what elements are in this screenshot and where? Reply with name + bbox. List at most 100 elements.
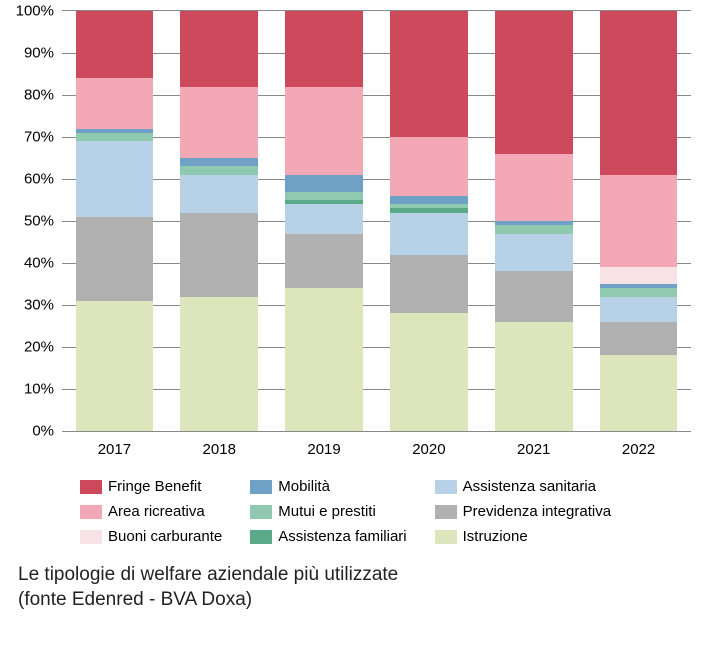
y-tick-label: 80% — [24, 87, 62, 104]
x-tick-label: 2019 — [307, 441, 340, 458]
bar-segment-area-ricreativa — [390, 137, 468, 196]
x-tick-label: 2017 — [98, 441, 131, 458]
legend-swatch — [250, 480, 272, 494]
legend-swatch — [435, 480, 457, 494]
legend-label: Mobilità — [278, 478, 330, 495]
bar-segment-previdenza-integrativa — [285, 234, 363, 289]
legend-swatch — [250, 505, 272, 519]
y-tick-label: 60% — [24, 171, 62, 188]
legend-label: Area ricreativa — [108, 503, 205, 520]
bar-segment-area-ricreativa — [180, 87, 258, 158]
bar-segment-fringe-benefit — [76, 11, 154, 78]
legend-label: Istruzione — [463, 528, 528, 545]
y-tick-label: 10% — [24, 381, 62, 398]
bar-segment-fringe-benefit — [180, 11, 258, 87]
bar-segment-mutui-prestiti — [76, 133, 154, 141]
bar-segment-assistenza-sanitaria — [495, 234, 573, 272]
legend-swatch — [250, 530, 272, 544]
legend-label: Mutui e prestiti — [278, 503, 376, 520]
bar-segment-previdenza-integrativa — [495, 271, 573, 321]
bar-slot: 2020 — [376, 11, 481, 431]
x-tick-label: 2020 — [412, 441, 445, 458]
legend-item-area-ricreativa: Area ricreativa — [80, 503, 222, 520]
bar-segment-previdenza-integrativa — [180, 213, 258, 297]
caption-subtitle: (fonte Edenred - BVA Doxa) — [18, 588, 691, 613]
legend-item-assistenza-familiari: Assistenza familiari — [250, 528, 406, 545]
y-tick-label: 100% — [16, 3, 62, 20]
bar-slot: 2019 — [272, 11, 377, 431]
bar-segment-assistenza-sanitaria — [76, 141, 154, 217]
y-tick-label: 70% — [24, 129, 62, 146]
bar-segment-mobilita — [390, 196, 468, 204]
bar-slot: 2017 — [62, 11, 167, 431]
legend-item-mutui-prestiti: Mutui e prestiti — [250, 503, 406, 520]
bar-segment-istruzione — [180, 297, 258, 431]
bar-slot: 2022 — [586, 11, 691, 431]
legend-item-previdenza-integrativa: Previdenza integrativa — [435, 503, 611, 520]
bar-segment-istruzione — [285, 288, 363, 431]
y-tick-label: 40% — [24, 255, 62, 272]
y-tick-label: 90% — [24, 45, 62, 62]
bar-segment-assistenza-sanitaria — [285, 204, 363, 233]
y-tick-label: 50% — [24, 213, 62, 230]
bar-slot: 2021 — [481, 11, 586, 431]
bar — [76, 11, 154, 431]
legend: Fringe Benefit Mobilità Assistenza sanitar… — [80, 478, 691, 545]
legend-swatch — [80, 530, 102, 544]
legend-label: Buoni carburante — [108, 528, 222, 545]
y-tick-label: 20% — [24, 339, 62, 356]
bar-segment-istruzione — [390, 313, 468, 431]
bar-segment-buoni-carburante — [600, 267, 678, 284]
legend-item-istruzione: Istruzione — [435, 528, 611, 545]
chart-container: 0%10%20%30%40%50%60%70%80%90%100%2017201… — [0, 0, 719, 612]
legend-swatch — [435, 530, 457, 544]
bar-segment-istruzione — [76, 301, 154, 431]
bar-segment-assistenza-sanitaria — [390, 213, 468, 255]
bar-segment-assistenza-sanitaria — [600, 297, 678, 322]
bar-segment-istruzione — [495, 322, 573, 431]
bar-segment-istruzione — [600, 355, 678, 431]
bar-segment-fringe-benefit — [495, 11, 573, 154]
bar-segment-mutui-prestiti — [495, 225, 573, 233]
x-tick-label: 2018 — [203, 441, 236, 458]
legend-item-assistenza-sanitaria: Assistenza sanitaria — [435, 478, 611, 495]
legend-label: Assistenza familiari — [278, 528, 406, 545]
bar-segment-assistenza-sanitaria — [180, 175, 258, 213]
legend-swatch — [80, 480, 102, 494]
bar — [600, 11, 678, 431]
caption: Le tipologie di welfare aziendale più ut… — [18, 563, 691, 612]
bar — [495, 11, 573, 431]
legend-item-mobilita: Mobilità — [250, 478, 406, 495]
bar-segment-mobilita — [285, 175, 363, 192]
legend-item-fringe-benefit: Fringe Benefit — [80, 478, 222, 495]
bar-segment-mutui-prestiti — [180, 166, 258, 174]
legend-swatch — [80, 505, 102, 519]
bar — [390, 11, 468, 431]
bar-segment-fringe-benefit — [390, 11, 468, 137]
bar-segment-previdenza-integrativa — [600, 322, 678, 356]
legend-label: Previdenza integrativa — [463, 503, 611, 520]
bar-segment-area-ricreativa — [76, 78, 154, 128]
bar-segment-previdenza-integrativa — [390, 255, 468, 314]
legend-item-buoni-carburante: Buoni carburante — [80, 528, 222, 545]
x-tick-label: 2021 — [517, 441, 550, 458]
bar-segment-fringe-benefit — [600, 11, 678, 175]
bar-segment-area-ricreativa — [285, 87, 363, 175]
legend-label: Assistenza sanitaria — [463, 478, 596, 495]
caption-title: Le tipologie di welfare aziendale più ut… — [18, 563, 691, 588]
x-tick-label: 2022 — [622, 441, 655, 458]
legend-label: Fringe Benefit — [108, 478, 201, 495]
bar-segment-area-ricreativa — [600, 175, 678, 267]
bar — [180, 11, 258, 431]
bar-segment-mobilita — [180, 158, 258, 166]
bar-segment-area-ricreativa — [495, 154, 573, 221]
y-tick-label: 30% — [24, 297, 62, 314]
bar-segment-fringe-benefit — [285, 11, 363, 87]
plot-area: 0%10%20%30%40%50%60%70%80%90%100%2017201… — [62, 10, 691, 432]
bars: 201720182019202020212022 — [62, 11, 691, 431]
bar — [285, 11, 363, 431]
bar-slot: 2018 — [167, 11, 272, 431]
bar-segment-previdenza-integrativa — [76, 217, 154, 301]
y-tick-label: 0% — [32, 423, 62, 440]
bar-segment-mutui-prestiti — [600, 288, 678, 296]
